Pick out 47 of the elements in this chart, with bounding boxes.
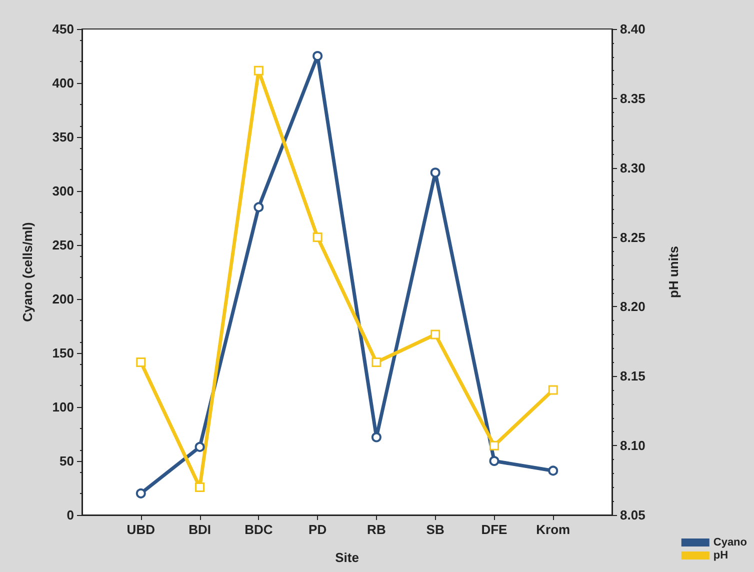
y2-tick-label: 8.20 [620, 299, 646, 314]
y-tick-label: 250 [52, 238, 74, 252]
point [136, 358, 146, 368]
y-axis-title: Cyano (cells/ml) [20, 222, 35, 322]
x-tick-label: BDI [188, 522, 211, 537]
point [254, 202, 264, 212]
point [136, 488, 146, 498]
y2-axis-title: pH units [666, 246, 681, 298]
point [195, 482, 205, 492]
x-tick-label: BDC [244, 522, 274, 537]
y2-tick-label: 8.30 [620, 160, 646, 176]
point [371, 432, 382, 442]
y-tick-label: 150 [52, 346, 74, 360]
point [548, 466, 558, 476]
x-tick-label: Krom [536, 522, 570, 537]
y2-tick-label: 8.25 [620, 230, 646, 245]
y2-tick-label: 8.40 [620, 22, 646, 36]
point [430, 168, 440, 178]
y-tick-label: 450 [52, 22, 74, 36]
x-tick-label: UBD [126, 522, 155, 537]
point [430, 330, 440, 340]
x-axis-title: Site [335, 550, 359, 565]
x-tick-label: DFE [481, 522, 508, 537]
point [489, 456, 500, 466]
legend-label: pH [713, 550, 728, 562]
y-tick-label: 0 [66, 508, 74, 522]
y-tick-label: 400 [52, 76, 74, 90]
y2-tick-label: 8.35 [620, 90, 646, 106]
y2-tick-label: 8.05 [620, 508, 646, 522]
legend-label: Cyano [713, 536, 748, 548]
y-tick-label: 350 [52, 130, 74, 144]
y-tick-label: 50 [60, 454, 74, 468]
y-tick-label: 200 [52, 292, 74, 306]
y2-tick-label: 8.10 [620, 438, 646, 454]
y2-tick-label: 8.15 [620, 368, 646, 384]
x-tick-label: SB [426, 522, 444, 537]
x-tick-label: RB [367, 522, 386, 537]
point [194, 442, 205, 452]
point [489, 440, 499, 450]
point [312, 232, 322, 242]
y-tick-label: 300 [52, 184, 74, 198]
y-tick-label: 100 [52, 400, 74, 414]
point [312, 51, 323, 61]
point [372, 358, 382, 368]
point [548, 385, 558, 395]
x-tick-label: PD [308, 522, 327, 537]
point [254, 66, 264, 76]
